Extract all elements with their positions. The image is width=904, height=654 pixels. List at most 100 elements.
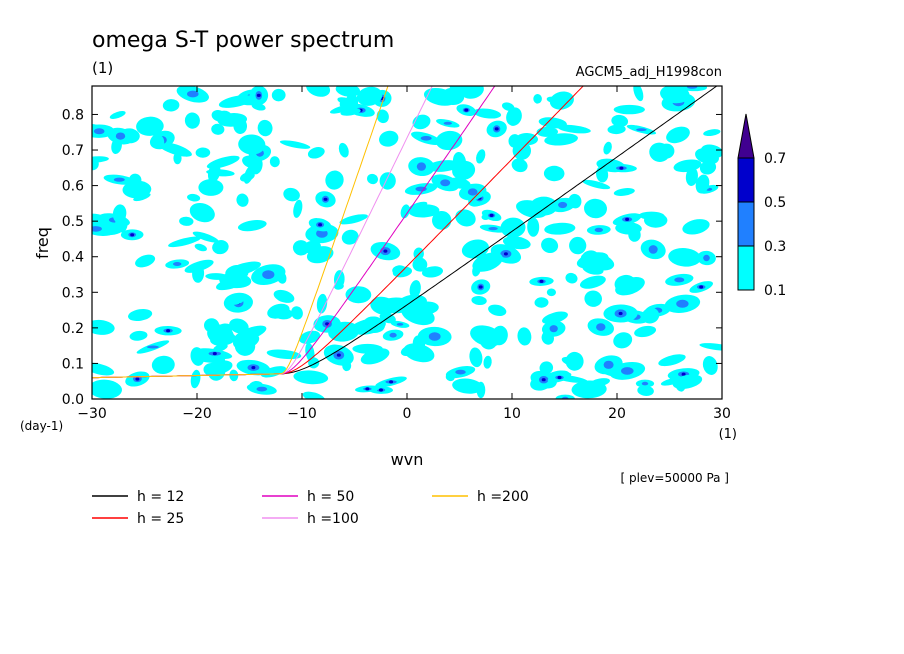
contour-core: [641, 381, 649, 386]
contour-blob: [615, 222, 642, 235]
contour-blob: [251, 102, 266, 111]
contour-blob: [362, 316, 386, 333]
contour-blob: [500, 217, 526, 238]
contour-blob: [506, 107, 522, 126]
contour-core: [440, 179, 451, 187]
contour-blob: [571, 244, 582, 254]
contour-core: [686, 86, 698, 89]
y-tick-label: 0.0: [62, 392, 84, 408]
contour-blob: [112, 204, 127, 223]
y-tick-label: 0.4: [62, 250, 84, 266]
contour-blob: [213, 343, 228, 352]
contour-core: [389, 332, 397, 338]
contour-blob: [542, 311, 568, 325]
contour-blob: [614, 274, 636, 293]
contour-blob: [136, 116, 164, 136]
contour-blob: [339, 214, 368, 225]
contour-blob: [517, 327, 532, 346]
contour-core: [703, 254, 710, 262]
contour-blob: [234, 336, 256, 356]
contour-blob: [152, 134, 165, 149]
contour-blob: [613, 104, 645, 115]
contour-blob: [700, 183, 710, 190]
contour-blob: [568, 193, 582, 209]
contour-blob: [409, 280, 421, 299]
x-tick-label: −30: [77, 406, 107, 422]
contour-blob: [192, 231, 219, 243]
contour-core: [113, 177, 125, 182]
contour-blob: [173, 152, 182, 165]
contour-core: [415, 186, 427, 192]
y-tick-label: 0.2: [62, 321, 84, 337]
chart-subtitle: (1): [92, 59, 113, 77]
contour-blob: [207, 324, 234, 345]
contour-blob: [189, 202, 215, 223]
contour-blob: [225, 264, 249, 281]
x-tick-label: 10: [503, 406, 521, 422]
contour-blob: [412, 114, 431, 130]
legend-label: h =100: [307, 511, 359, 527]
contour-peak: [212, 352, 217, 356]
contour-core: [115, 132, 126, 140]
contour-peak: [503, 252, 508, 256]
contour-blob: [668, 248, 701, 267]
contour-blob: [273, 289, 295, 303]
contour-blob: [333, 270, 345, 289]
contour-blob: [184, 112, 200, 129]
contour-blob: [473, 108, 502, 119]
contour-blob: [325, 170, 344, 190]
y-tick-label: 0.7: [62, 143, 84, 159]
contour-blob: [341, 229, 359, 245]
contour-blob: [452, 378, 483, 394]
contour-blob: [435, 130, 463, 151]
contour-core: [173, 262, 182, 266]
contour-blob: [366, 173, 379, 185]
contour-blob: [194, 243, 207, 252]
contour-peak: [539, 279, 544, 283]
y-tick-label: 0.1: [62, 356, 84, 372]
contour-blob: [452, 160, 476, 180]
contour-peak: [135, 377, 140, 381]
contour-blob: [379, 130, 399, 147]
dispersion-curve-h200: [92, 86, 389, 379]
contour-blob: [236, 193, 249, 207]
contour-peak: [251, 366, 256, 370]
contour-blob: [582, 179, 611, 190]
contour-blob: [190, 369, 201, 389]
x-tick-label: 0: [403, 406, 412, 422]
contour-blob: [695, 148, 719, 165]
contour-peak: [379, 388, 383, 392]
contour-core: [443, 121, 452, 125]
contour-blob: [544, 133, 578, 146]
contour-core: [262, 270, 275, 279]
y-tick-label: 0.8: [62, 107, 84, 123]
contour-core: [467, 188, 478, 196]
contour-blob: [302, 391, 326, 399]
contour-blob: [607, 124, 626, 135]
contour-core: [396, 323, 404, 326]
contour-blob: [613, 332, 633, 349]
contour-blob: [92, 319, 115, 335]
contour-blob: [543, 165, 565, 182]
legend-label: h = 12: [137, 489, 184, 505]
legend-label: h = 50: [307, 489, 354, 505]
contour-blob: [472, 252, 503, 272]
contour-blob: [179, 216, 194, 226]
contour-peak: [166, 329, 171, 333]
contour-blob: [192, 264, 205, 283]
contour-core: [256, 386, 268, 392]
contour-blob: [207, 163, 221, 183]
contour-blob: [162, 99, 180, 112]
contour-blob: [534, 297, 549, 308]
contour-blob: [243, 165, 255, 184]
contour-core: [187, 90, 199, 98]
contour-blob: [306, 86, 331, 97]
contour-blob: [421, 266, 444, 278]
contour-blob: [469, 347, 483, 368]
contour-blob: [225, 297, 244, 305]
contour-blob: [471, 295, 487, 306]
contour-blob: [536, 126, 558, 137]
x-tick-label: 30: [713, 406, 731, 422]
contour-blob: [205, 273, 228, 280]
contour-blob: [168, 236, 201, 248]
